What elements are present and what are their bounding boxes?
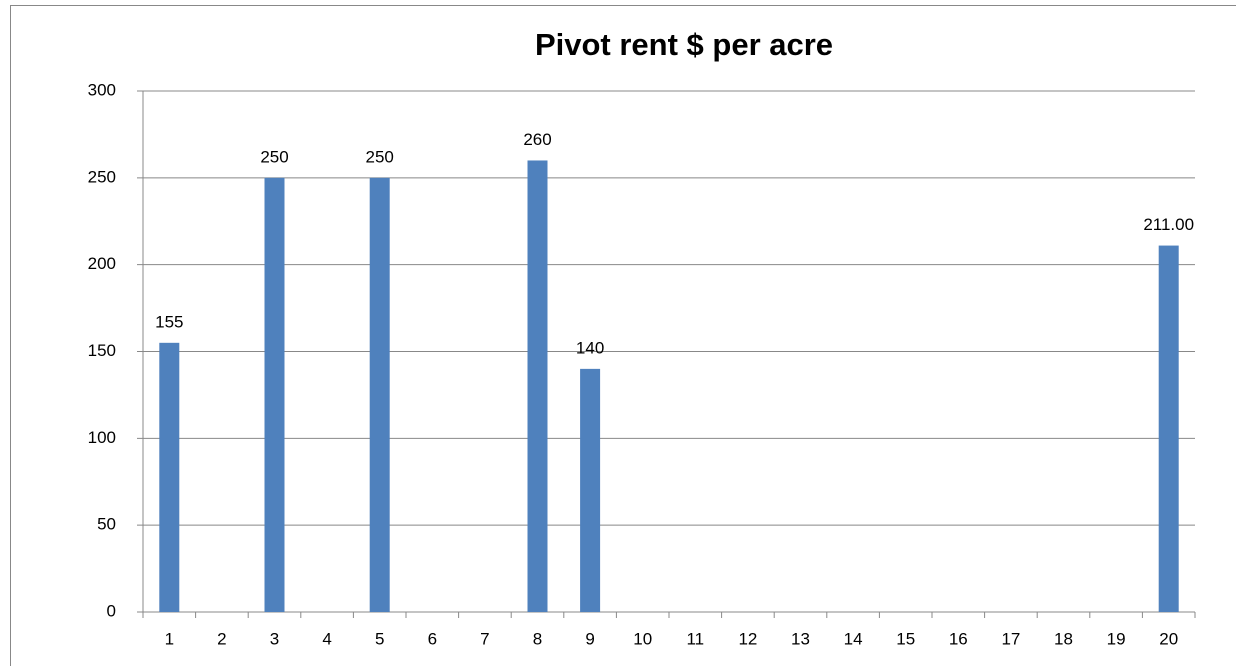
x-tick-label: 1 — [165, 629, 174, 648]
x-tick-label: 5 — [375, 629, 384, 648]
bar — [264, 177, 285, 613]
y-tick-label: 300 — [88, 80, 116, 99]
bar — [159, 342, 180, 612]
x-tick-label: 13 — [791, 629, 810, 648]
bar — [580, 368, 601, 612]
x-tick-label: 11 — [686, 629, 704, 648]
x-tick-label: 2 — [217, 629, 226, 648]
x-tick-label: 14 — [844, 629, 863, 648]
x-tick-label: 19 — [1107, 629, 1126, 648]
y-tick-label: 250 — [88, 167, 116, 186]
x-tick-label: 3 — [270, 629, 279, 648]
x-tick-label: 15 — [896, 629, 915, 648]
x-tick-label: 9 — [585, 629, 594, 648]
x-tick-label: 16 — [949, 629, 968, 648]
data-label: 155 — [155, 312, 183, 331]
x-tick-label: 18 — [1054, 629, 1073, 648]
x-tick-label: 12 — [738, 629, 757, 648]
bar — [1158, 245, 1179, 612]
y-tick-label: 0 — [107, 601, 116, 620]
y-tick-label: 50 — [97, 515, 116, 534]
data-label: 260 — [523, 130, 551, 149]
x-tick-label: 4 — [322, 629, 331, 648]
y-tick-label: 200 — [88, 254, 116, 273]
data-label: 250 — [366, 147, 394, 166]
y-tick-label: 150 — [88, 341, 116, 360]
x-tick-label: 6 — [428, 629, 437, 648]
chart-title: Pivot rent $ per acre — [535, 27, 833, 62]
chart-border — [10, 5, 1236, 666]
y-tick-label: 100 — [88, 428, 116, 447]
x-tick-label: 20 — [1159, 629, 1178, 648]
data-label: 140 — [576, 338, 604, 357]
x-tick-label: 17 — [1001, 629, 1020, 648]
x-tick-label: 7 — [480, 629, 489, 648]
data-label: 211.00 — [1143, 215, 1194, 234]
bar — [527, 160, 548, 612]
x-tick-label: 10 — [633, 629, 652, 648]
bar — [369, 177, 390, 613]
x-tick-label: 8 — [533, 629, 542, 648]
data-label: 250 — [260, 147, 288, 166]
